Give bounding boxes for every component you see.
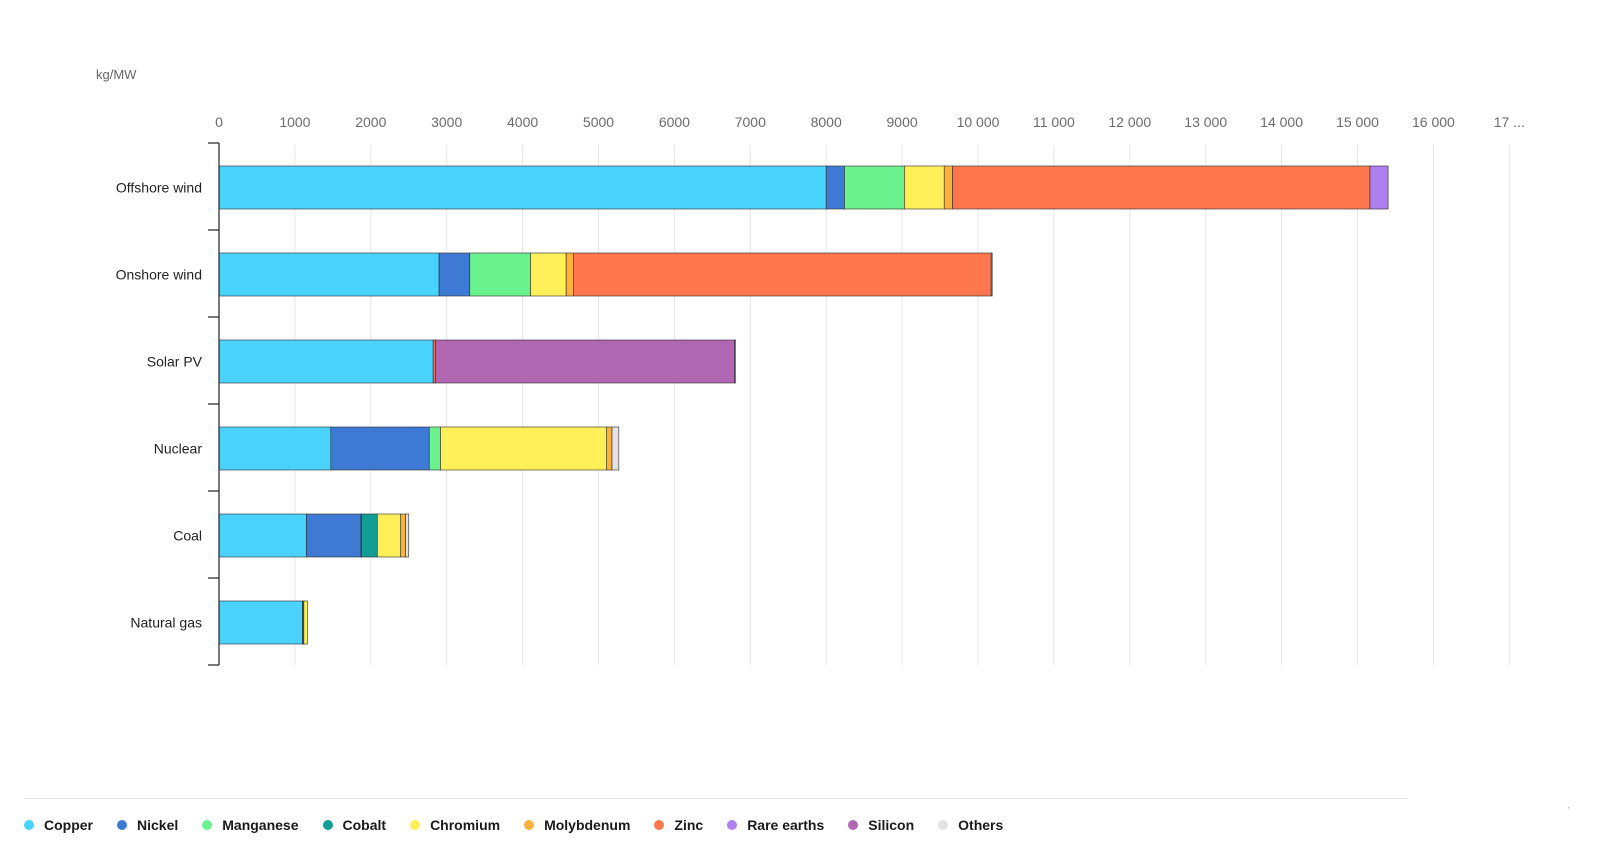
unit-label: kg/MW xyxy=(96,67,137,82)
legend-label: Zinc xyxy=(674,817,704,833)
bar-segment[interactable] xyxy=(438,252,471,297)
bar-segment[interactable] xyxy=(218,165,827,210)
bar-segment[interactable] xyxy=(218,252,440,297)
bar-segment[interactable] xyxy=(218,513,307,558)
legend-label: Silicon xyxy=(868,817,915,833)
bar-segment[interactable] xyxy=(469,252,531,297)
bar-segment[interactable] xyxy=(606,426,613,471)
y-axis: Offshore wind Onshore wind Solar PV Nuclear… xyxy=(116,142,220,666)
x-tick-label: 2000 xyxy=(355,114,386,130)
legend-dot-icon xyxy=(322,820,333,830)
corner-mark: ’ xyxy=(1567,806,1570,817)
bar-segment[interactable] xyxy=(825,165,845,210)
legend-item[interactable]: Rare earths xyxy=(727,817,824,833)
legend-item[interactable]: Others xyxy=(938,817,1003,833)
legend-dot-icon xyxy=(202,820,213,830)
legend-dot-icon xyxy=(117,820,127,830)
legend-label: Others xyxy=(958,817,1004,833)
category-label: Coal xyxy=(173,528,202,544)
x-tick-label: 3000 xyxy=(431,114,462,130)
legend-item[interactable]: Molybdenum xyxy=(524,817,630,833)
bar-segment[interactable] xyxy=(844,165,905,210)
bar-segment[interactable] xyxy=(377,513,402,558)
legend-item[interactable]: Chromium xyxy=(410,817,500,833)
bar-segment[interactable] xyxy=(435,339,735,384)
x-tick-label: 8000 xyxy=(811,114,842,130)
legend-item[interactable]: Cobalt xyxy=(322,817,387,833)
bar-segment[interactable] xyxy=(218,339,434,384)
bar-segment[interactable] xyxy=(361,513,378,558)
legend-label: Rare earths xyxy=(747,817,825,833)
x-tick-label: 9000 xyxy=(887,114,918,130)
category-label: Nuclear xyxy=(154,441,203,457)
category-label: Onshore wind xyxy=(116,267,202,283)
bar-segment[interactable] xyxy=(734,339,736,384)
x-tick-label: 1000 xyxy=(279,114,310,130)
bar-segment[interactable] xyxy=(990,252,993,297)
bar-segment[interactable] xyxy=(943,165,953,210)
x-tick-label: 7000 xyxy=(735,114,766,130)
x-tick-label: 12 000 xyxy=(1108,114,1151,130)
bars xyxy=(218,165,1389,645)
legend-label: Copper xyxy=(44,817,93,833)
legend: Copper Nickel Manganese Cobalt Chromium Molyb… xyxy=(24,817,1027,833)
x-tick-label: 4000 xyxy=(507,114,538,130)
x-tick-label: 11 000 xyxy=(1033,114,1075,130)
legend-item[interactable]: Copper xyxy=(24,817,93,833)
legend-label: Chromium xyxy=(430,817,501,833)
bar-segment[interactable] xyxy=(400,513,407,558)
bar-segment[interactable] xyxy=(611,426,620,471)
x-tick-label: 17 ... xyxy=(1494,114,1525,130)
grid-lines xyxy=(294,145,1510,665)
bar-segment[interactable] xyxy=(428,426,441,471)
category-label: Offshore wind xyxy=(116,180,202,196)
legend-dot-icon xyxy=(524,820,535,830)
x-tick-label: 15 000 xyxy=(1336,114,1379,130)
legend-item[interactable]: Manganese xyxy=(202,817,299,833)
legend-item[interactable]: Silicon xyxy=(848,817,914,833)
bar-segment[interactable] xyxy=(952,165,1371,210)
bar-segment[interactable] xyxy=(530,252,567,297)
category-label: Natural gas xyxy=(130,615,202,631)
x-tick-label: 5000 xyxy=(583,114,614,130)
x-tick-label: 0 xyxy=(215,114,223,130)
legend-divider xyxy=(24,798,1408,799)
x-tick-label: 6000 xyxy=(659,114,690,130)
legend-label: Cobalt xyxy=(342,817,387,833)
legend-label: Manganese xyxy=(222,817,299,833)
x-tick-label: 13 000 xyxy=(1184,114,1227,130)
bar-segment[interactable] xyxy=(330,426,430,471)
x-tick-label: 16 000 xyxy=(1412,114,1455,130)
bar-segment[interactable] xyxy=(305,513,362,558)
bar-segment[interactable] xyxy=(405,513,410,558)
x-axis-ticks: 0 1000 2000 3000 4000 5000 6000 7000 8000 9000 10 … xyxy=(215,114,1525,130)
legend-dot-icon xyxy=(24,820,34,830)
legend-label: Nickel xyxy=(137,817,179,833)
bar-segment[interactable] xyxy=(432,339,436,384)
category-label: Solar PV xyxy=(147,354,203,370)
bar-segment[interactable] xyxy=(904,165,945,210)
bar-segment[interactable] xyxy=(303,600,308,645)
bar-segment[interactable] xyxy=(565,252,574,297)
legend-label: Molybdenum xyxy=(544,817,631,833)
bar-segment[interactable] xyxy=(440,426,607,471)
bar-segment[interactable] xyxy=(218,426,332,471)
bar-segment[interactable] xyxy=(1369,165,1389,210)
bar-segment[interactable] xyxy=(573,252,992,297)
legend-dot-icon xyxy=(938,820,949,830)
legend-item[interactable]: Zinc xyxy=(654,817,703,833)
x-tick-label: 14 000 xyxy=(1260,114,1303,130)
x-tick-label: 10 000 xyxy=(957,114,1000,130)
legend-dot-icon xyxy=(654,820,665,830)
legend-item[interactable]: Nickel xyxy=(117,817,178,833)
legend-dot-icon xyxy=(727,820,738,830)
legend-dot-icon xyxy=(848,820,859,830)
bar-segment[interactable] xyxy=(218,600,303,645)
legend-dot-icon xyxy=(410,820,421,830)
